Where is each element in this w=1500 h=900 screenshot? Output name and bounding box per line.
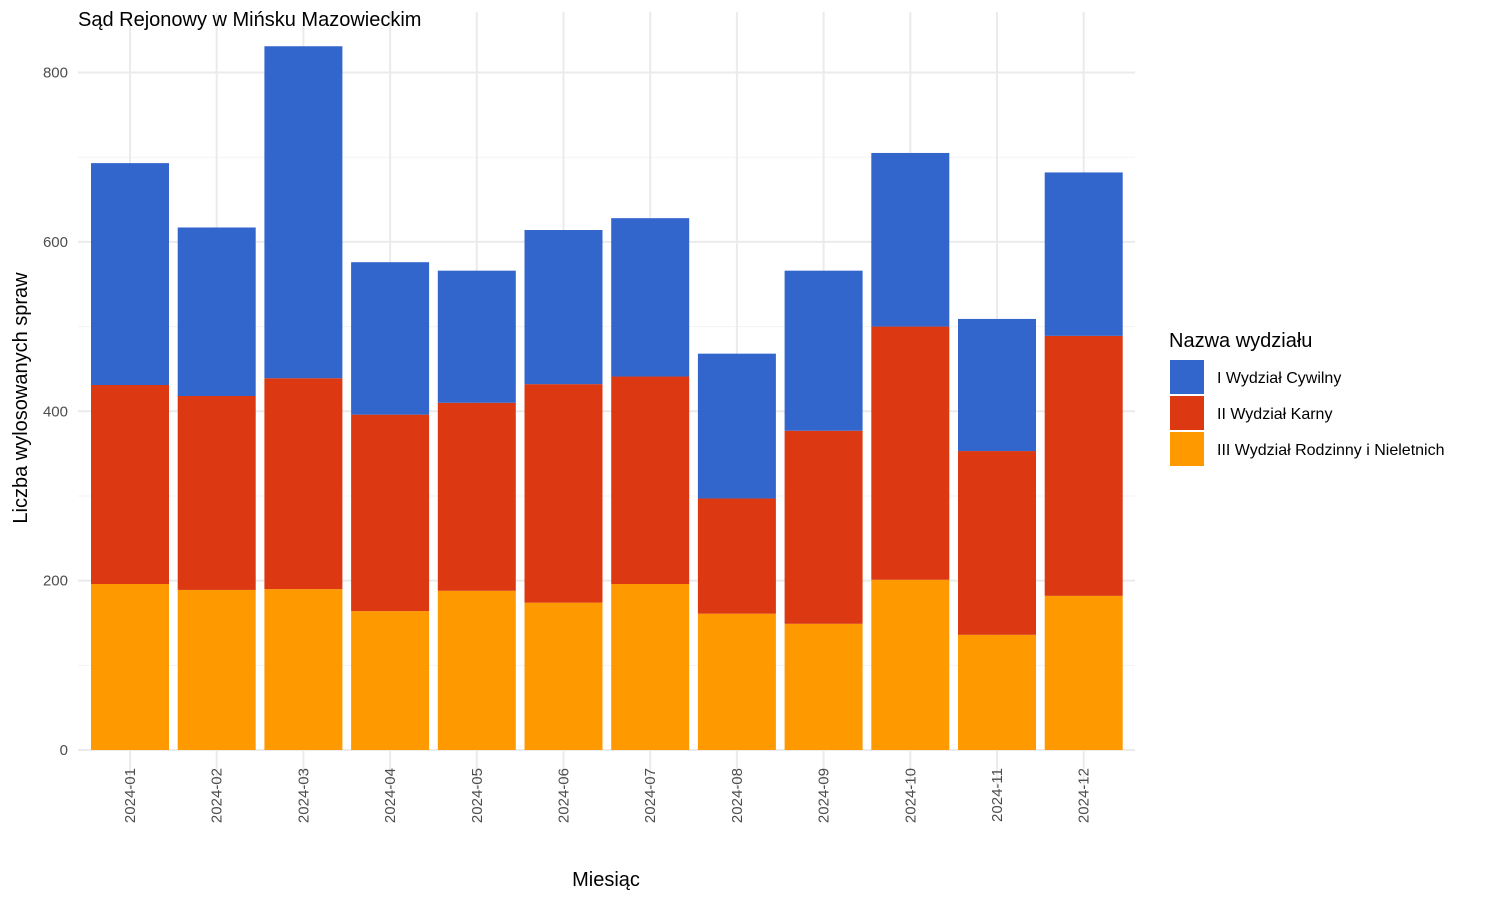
bar-segment [91,163,169,385]
x-tick-label: 2024-10 [902,768,919,823]
bar-segment [177,396,256,590]
x-tick-label: 2024-07 [642,768,659,823]
x-axis-title: Miesiąc [572,869,640,891]
legend-title: Nazwa wydziału [1169,330,1312,352]
bar-segment [437,270,516,403]
bar-segment [784,623,863,750]
legend-label: I Wydział Cywilny [1217,370,1341,387]
legend-swatch [1170,360,1204,394]
legend-swatch [1170,396,1204,430]
bar-segment [611,584,690,750]
y-tick-label: 800 [43,65,68,82]
bar-segment [784,430,863,624]
bar-segment [91,384,169,585]
x-tick-label: 2024-05 [469,768,486,823]
bar-segment [958,634,1036,750]
bar-segment [1044,172,1123,336]
bar-segment [351,262,430,415]
x-tick-label: 2024-06 [556,768,573,823]
bar-segment [871,152,950,327]
bar-segment [351,611,430,750]
y-tick-label: 200 [43,573,68,590]
bar-segment [264,378,343,590]
bar-segment [351,414,430,612]
y-tick-label: 400 [43,403,68,420]
legend-swatch [1170,432,1204,466]
bar-segment [524,230,603,385]
bar-segment [437,402,516,591]
legend: Nazwa wydziału I Wydział Cywilny II Wydzi… [1169,330,1445,466]
x-axis-ticks: 2024-01 2024-02 2024-03 2024-04 2024-05 2024-… [122,768,1093,823]
bar-segment [611,376,690,585]
bar-segment [871,326,950,580]
bar-segment [264,589,343,750]
bar-segment [697,498,776,614]
bar-segment [697,613,776,750]
x-tick-label: 2024-01 [122,768,139,823]
legend-label: III Wydział Rodzinny i Nieletnich [1217,442,1445,459]
bar-segment [177,227,256,397]
bar-segment [437,590,516,750]
x-tick-label: 2024-11 [989,768,1006,822]
y-tick-label: 600 [43,234,68,251]
legend-label: II Wydział Karny [1217,406,1332,423]
bar-segment [91,584,169,750]
x-tick-label: 2024-09 [816,768,833,823]
x-tick-label: 2024-08 [729,768,746,823]
bar-segment [264,46,343,379]
x-tick-label: 2024-04 [382,768,399,823]
bar-segment [524,384,603,603]
y-axis-ticks: 0 200 400 600 800 [43,65,68,760]
x-tick-label: 2024-03 [295,768,312,823]
bar-segment [958,318,1036,452]
bar-segment [1044,595,1123,750]
bar-segment [177,589,256,750]
y-axis-title: Liczba wylosowanych spraw [10,272,32,524]
legend-items: I Wydział Cywilny II Wydział Karny III Wyd… [1170,360,1445,466]
chart-title: Sąd Rejonowy w Mińsku Mazowieckim [78,9,421,31]
bar-segment [611,218,690,377]
y-tick-label: 0 [60,742,68,759]
bar-segment [697,353,776,499]
bar-segment [958,451,1036,635]
bars [91,46,1123,750]
bar-segment [871,579,950,750]
x-tick-label: 2024-02 [209,768,226,823]
x-tick-label: 2024-12 [1076,768,1093,823]
bar-segment [524,602,603,750]
bar-segment [1044,335,1123,596]
bar-segment [784,270,863,431]
